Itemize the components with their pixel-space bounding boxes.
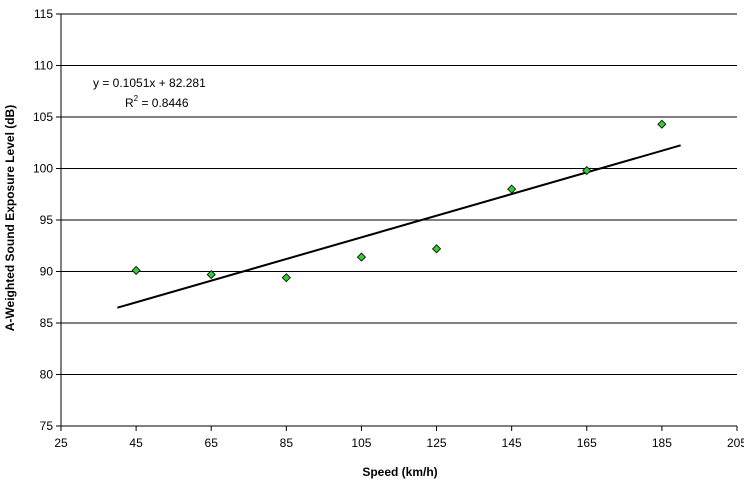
x-tick-label: 65 — [205, 436, 219, 450]
y-tick-label: 100 — [33, 162, 53, 176]
data-point — [206, 270, 216, 280]
trendline — [117, 144, 681, 309]
y-tick-label: 95 — [40, 213, 54, 227]
data-point — [582, 165, 592, 176]
x-tick-label: 125 — [427, 436, 447, 450]
trendline-equation: y = 0.1051x + 82.281 — [93, 76, 206, 90]
data-point — [431, 244, 442, 254]
x-tick-label: 105 — [351, 436, 371, 450]
y-tick-label: 80 — [40, 368, 54, 382]
data-point — [507, 184, 517, 194]
data-point — [356, 252, 367, 262]
data-point — [131, 265, 141, 276]
trendline-group — [117, 144, 681, 309]
x-tick-label: 45 — [129, 436, 143, 450]
gridlines — [56, 13, 738, 431]
x-tick-label: 145 — [502, 436, 522, 450]
y-tick-label: 115 — [34, 7, 53, 21]
y-tick-label: 75 — [40, 419, 54, 433]
x-tick-label: 185 — [652, 436, 672, 450]
y-tick-label: 105 — [33, 110, 53, 124]
x-tick-label: 165 — [577, 436, 597, 450]
y-tick-label: 110 — [34, 59, 53, 73]
y-tick-label: 85 — [40, 316, 54, 330]
x-tick-label: 85 — [280, 436, 294, 450]
data-point — [281, 273, 291, 283]
trendline-r-squared: R2 = 0.8446 — [125, 94, 189, 110]
data-point — [657, 119, 667, 129]
y-tick-label: 90 — [40, 265, 54, 279]
x-tick-labels: 25 45 65 85 105 125 145 165 185 205 — [54, 436, 744, 450]
x-axis-title: Speed (km/h) — [362, 465, 437, 479]
x-tick-label: 205 — [727, 436, 744, 450]
x-tick-label: 25 — [54, 436, 68, 450]
y-axis-title: A-Weighted Sound Exposure Level (dB) — [3, 105, 17, 331]
y-tick-labels: 75 80 85 90 95 100 105 110 115 — [33, 7, 53, 433]
data-points — [131, 119, 667, 283]
